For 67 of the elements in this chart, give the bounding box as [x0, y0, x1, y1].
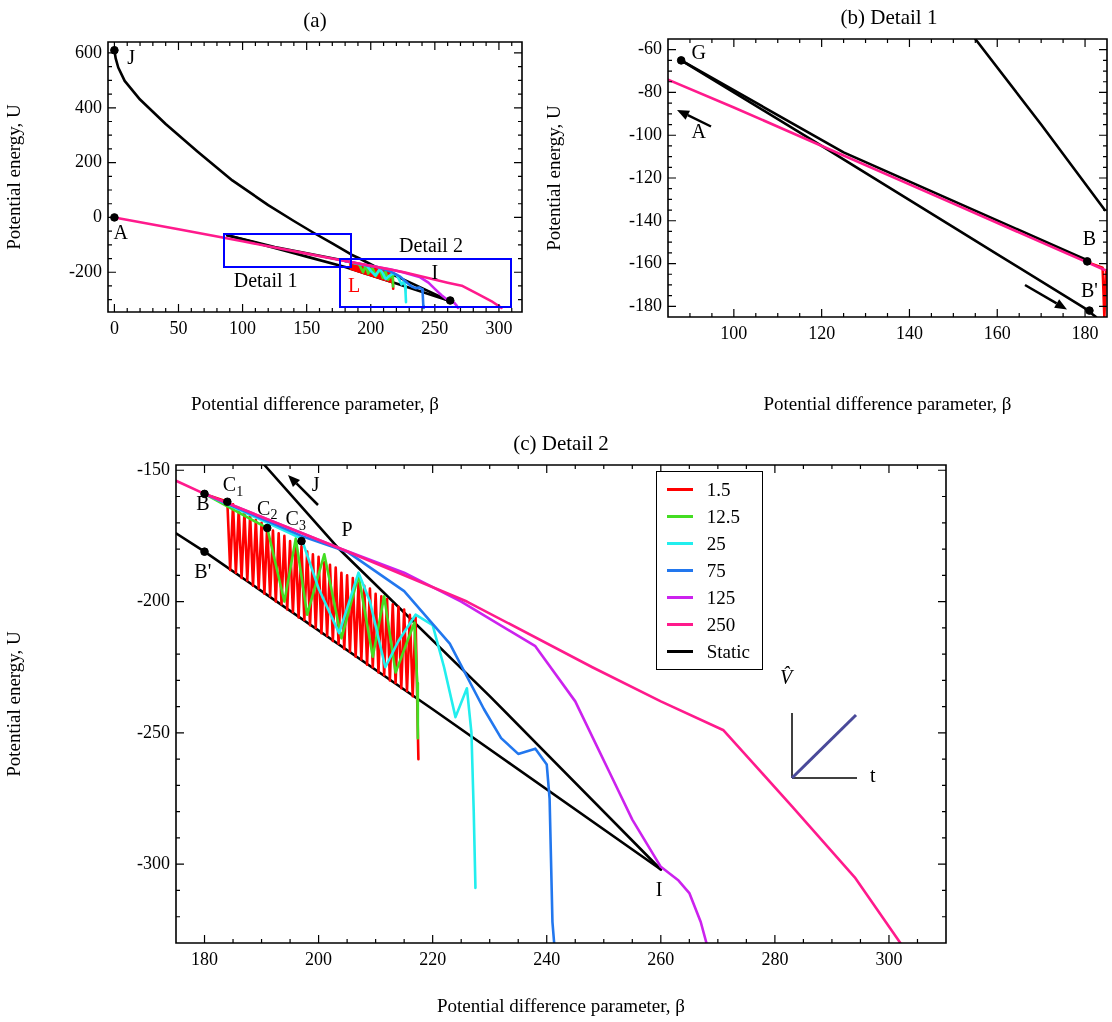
y-tick-label: 400 [75, 96, 102, 117]
y-tick-label: -60 [638, 38, 662, 59]
x-tick-label: 300 [485, 317, 513, 338]
legend-label: 25 [706, 532, 726, 555]
x-tick-label: 240 [533, 948, 561, 969]
x-tick-label: 120 [808, 322, 836, 343]
y-tick-label: -100 [629, 123, 662, 144]
y-tick-label: -300 [137, 852, 170, 873]
y-axis-title: Potential energy, U [3, 103, 25, 250]
legend-label: 75 [706, 559, 726, 582]
annotation: I [655, 877, 663, 900]
y-tick-label: -180 [629, 295, 662, 316]
x-tick-label: 280 [761, 948, 789, 969]
annotation: P [341, 517, 353, 540]
chart-title: (a) [302, 8, 328, 33]
x-tick-label: 180 [1071, 322, 1099, 343]
annotation: J [311, 473, 320, 496]
y-tick-label: -200 [137, 590, 170, 611]
y-tick-label: -80 [638, 81, 662, 102]
legend-label: 1.5 [706, 478, 731, 501]
x-tick-label: 160 [983, 322, 1011, 343]
annotation: J [127, 46, 136, 69]
x-tick-label: 300 [875, 948, 903, 969]
x-tick-label: 260 [647, 948, 675, 969]
x-tick-label: 50 [169, 317, 188, 338]
y-axis-title: Potential energy, U [3, 630, 25, 777]
annotation: V̂ [780, 666, 793, 689]
annotation: A [113, 220, 129, 243]
x-axis-title: Potential difference parameter, β [763, 392, 1012, 414]
y-tick-label: -140 [629, 209, 662, 230]
x-tick-label: 180 [191, 948, 219, 969]
y-tick-label: 0 [93, 206, 102, 227]
annotation: B [1082, 227, 1097, 250]
x-tick-label: 100 [720, 322, 748, 343]
annotation: t [870, 764, 876, 787]
y-tick-label: 600 [75, 41, 102, 62]
y-tick-label: 200 [75, 151, 102, 172]
annotation: I [431, 260, 439, 283]
y-tick-label: -200 [69, 260, 102, 281]
annotation: Detail 2 [399, 234, 463, 257]
legend-label: 12.5 [706, 505, 740, 528]
legend-label: 250 [706, 613, 736, 636]
x-tick-label: 140 [895, 322, 923, 343]
legend-label: Static [706, 640, 750, 663]
annotation: L [347, 274, 361, 297]
y-tick-label: -250 [137, 721, 170, 742]
x-tick-label: 150 [293, 317, 321, 338]
annotation: A [691, 120, 707, 143]
y-tick-label: -150 [137, 458, 170, 479]
legend-label: 125 [706, 586, 736, 609]
annotation: B' [194, 559, 212, 582]
annotation: B' [1080, 278, 1098, 301]
x-tick-label: 100 [229, 317, 257, 338]
chart-title: (b) Detail 1 [839, 5, 939, 30]
x-tick-label: 220 [419, 948, 447, 969]
x-axis-title: Potential difference parameter, β [190, 392, 440, 414]
x-tick-label: 200 [357, 317, 385, 338]
x-tick-label: 250 [421, 317, 449, 338]
y-tick-label: -120 [629, 166, 662, 187]
y-axis-title: Potential energy, U [543, 104, 565, 251]
x-tick-label: 200 [305, 948, 333, 969]
chart-title: (c) Detail 2 [512, 431, 610, 456]
y-tick-label: -160 [629, 252, 662, 273]
x-tick-label: 0 [109, 317, 119, 338]
x-axis-title: Potential difference parameter, β [436, 994, 686, 1016]
annotation: G [691, 41, 706, 64]
annotation: Detail 1 [233, 269, 298, 292]
